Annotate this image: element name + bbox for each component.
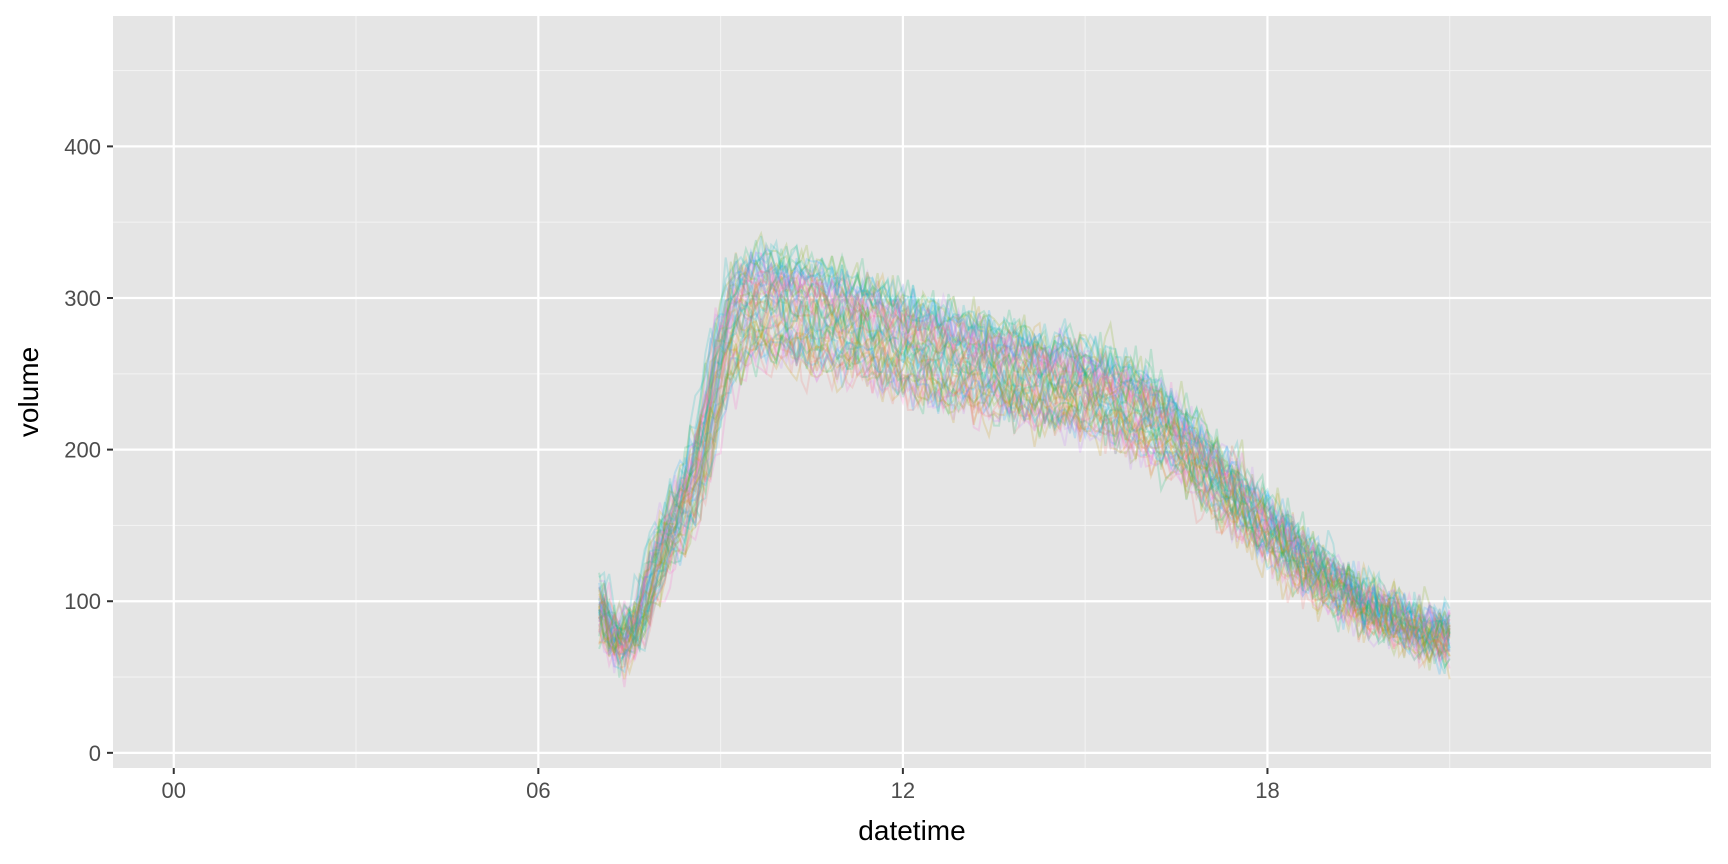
series-line bbox=[598, 327, 1451, 670]
series-line bbox=[598, 302, 1451, 670]
series-line bbox=[598, 238, 1451, 656]
major-gridlines bbox=[113, 16, 1711, 768]
series-line bbox=[598, 280, 1451, 660]
series-line bbox=[598, 311, 1451, 675]
series-line bbox=[598, 275, 1451, 649]
series-line bbox=[598, 261, 1451, 653]
series-line bbox=[598, 269, 1451, 650]
series-line bbox=[598, 331, 1451, 671]
x-axis-title: datetime bbox=[858, 815, 965, 846]
series-line bbox=[598, 279, 1451, 666]
series-line bbox=[598, 251, 1451, 657]
series-line bbox=[598, 297, 1451, 676]
series-line bbox=[598, 267, 1451, 652]
series-line bbox=[598, 322, 1451, 675]
series-line bbox=[598, 269, 1451, 657]
series-line bbox=[598, 261, 1451, 665]
series-line bbox=[598, 315, 1451, 668]
y-tick-label: 200 bbox=[64, 438, 101, 463]
series-line bbox=[598, 247, 1451, 638]
series-line bbox=[598, 319, 1451, 667]
series-line bbox=[598, 291, 1451, 668]
y-tick-label: 300 bbox=[64, 286, 101, 311]
series-lines bbox=[598, 230, 1451, 688]
series-line bbox=[599, 260, 1451, 649]
series-line bbox=[598, 278, 1451, 661]
series-line bbox=[598, 317, 1451, 674]
x-tick-label: 12 bbox=[891, 778, 915, 803]
series-line bbox=[598, 332, 1451, 688]
series-line bbox=[598, 270, 1451, 656]
y-axis-title: volume bbox=[13, 347, 44, 437]
series-line bbox=[598, 249, 1451, 649]
series-line bbox=[598, 329, 1451, 670]
series-line bbox=[598, 230, 1451, 654]
series-line bbox=[598, 270, 1451, 662]
y-tick-label: 100 bbox=[64, 589, 101, 614]
series-line bbox=[598, 244, 1451, 642]
series-line bbox=[598, 301, 1451, 654]
series-line bbox=[598, 288, 1451, 654]
series-line bbox=[598, 244, 1451, 647]
series-line bbox=[598, 318, 1451, 678]
series-line bbox=[598, 235, 1451, 649]
y-tick-label: 400 bbox=[64, 134, 101, 159]
series-line bbox=[598, 313, 1451, 662]
panel-background bbox=[113, 16, 1711, 768]
series-line bbox=[598, 266, 1451, 653]
series-line bbox=[598, 270, 1451, 643]
series-line bbox=[598, 287, 1450, 659]
series-line bbox=[598, 252, 1451, 646]
series-line bbox=[598, 275, 1451, 654]
series-line bbox=[598, 239, 1451, 645]
series-line bbox=[598, 331, 1451, 662]
series-line bbox=[598, 311, 1451, 656]
x-tick-label: 00 bbox=[162, 778, 186, 803]
series-line bbox=[598, 317, 1451, 658]
series-line bbox=[598, 256, 1451, 648]
series-line bbox=[598, 247, 1451, 646]
series-line bbox=[598, 266, 1451, 646]
series-line bbox=[598, 260, 1450, 640]
x-tick-label: 06 bbox=[526, 778, 550, 803]
series-line bbox=[598, 241, 1451, 657]
series-line bbox=[598, 294, 1451, 659]
y-tick-label: 0 bbox=[89, 741, 101, 766]
x-tick-label: 18 bbox=[1255, 778, 1279, 803]
series-line bbox=[598, 331, 1451, 674]
series-line bbox=[598, 290, 1451, 659]
series-line bbox=[598, 251, 1451, 662]
minor-gridlines bbox=[113, 16, 1711, 768]
series-line bbox=[598, 299, 1451, 660]
series-line bbox=[598, 313, 1451, 664]
axes: 00 06 12 18 0 100 200 300 400 bbox=[64, 134, 1279, 803]
series-line bbox=[598, 270, 1451, 657]
series-line bbox=[599, 331, 1451, 680]
series-line bbox=[598, 314, 1450, 661]
series-line bbox=[598, 293, 1451, 662]
